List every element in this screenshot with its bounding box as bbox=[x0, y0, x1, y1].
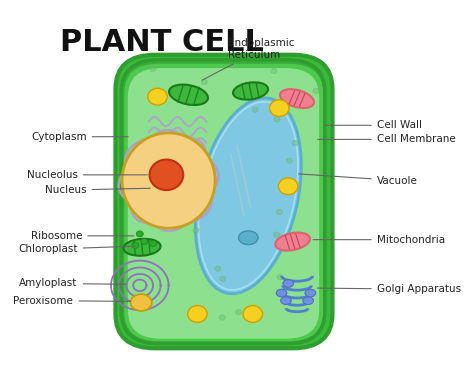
Ellipse shape bbox=[278, 178, 298, 195]
Ellipse shape bbox=[123, 239, 161, 256]
Text: Endoplasmic
Reticulum: Endoplasmic Reticulum bbox=[202, 38, 295, 80]
Ellipse shape bbox=[275, 233, 310, 251]
Text: Vacuole: Vacuole bbox=[299, 174, 418, 185]
Ellipse shape bbox=[148, 88, 167, 105]
Ellipse shape bbox=[149, 160, 183, 190]
Ellipse shape bbox=[281, 297, 292, 305]
Ellipse shape bbox=[233, 82, 268, 100]
FancyBboxPatch shape bbox=[128, 68, 319, 339]
Ellipse shape bbox=[215, 266, 221, 271]
Ellipse shape bbox=[274, 117, 280, 122]
Text: Golgi Apparatus: Golgi Apparatus bbox=[318, 284, 461, 294]
Ellipse shape bbox=[292, 141, 298, 146]
Ellipse shape bbox=[283, 280, 293, 287]
Text: Mitochondria: Mitochondria bbox=[313, 235, 445, 245]
Ellipse shape bbox=[219, 276, 226, 281]
Ellipse shape bbox=[130, 294, 152, 311]
FancyBboxPatch shape bbox=[123, 62, 325, 343]
Ellipse shape bbox=[273, 232, 280, 237]
Ellipse shape bbox=[122, 133, 215, 228]
Text: Chloroplast: Chloroplast bbox=[18, 244, 135, 254]
Ellipse shape bbox=[136, 231, 143, 237]
Ellipse shape bbox=[277, 275, 283, 280]
Ellipse shape bbox=[238, 231, 258, 245]
Text: Ribosome: Ribosome bbox=[31, 231, 134, 241]
Text: Nucleus: Nucleus bbox=[45, 185, 150, 195]
Ellipse shape bbox=[252, 107, 258, 113]
Text: Nucleolus: Nucleolus bbox=[27, 170, 147, 180]
Ellipse shape bbox=[169, 84, 208, 105]
Ellipse shape bbox=[276, 209, 283, 215]
Ellipse shape bbox=[305, 289, 316, 297]
Ellipse shape bbox=[193, 228, 199, 233]
Ellipse shape bbox=[161, 144, 167, 150]
Ellipse shape bbox=[132, 242, 139, 248]
Ellipse shape bbox=[150, 66, 156, 71]
Text: Cell Wall: Cell Wall bbox=[324, 120, 422, 130]
Ellipse shape bbox=[303, 297, 313, 305]
Ellipse shape bbox=[276, 289, 287, 297]
Text: Cytoplasm: Cytoplasm bbox=[31, 132, 128, 142]
Ellipse shape bbox=[156, 206, 162, 212]
Ellipse shape bbox=[280, 89, 314, 108]
Ellipse shape bbox=[195, 98, 301, 294]
Ellipse shape bbox=[270, 100, 289, 116]
Ellipse shape bbox=[149, 240, 156, 247]
Ellipse shape bbox=[219, 315, 225, 320]
Ellipse shape bbox=[188, 306, 207, 323]
Text: Amyloplast: Amyloplast bbox=[19, 278, 126, 288]
Ellipse shape bbox=[271, 68, 277, 74]
Ellipse shape bbox=[141, 238, 148, 245]
Ellipse shape bbox=[236, 310, 242, 315]
Text: Cell Membrane: Cell Membrane bbox=[318, 134, 456, 144]
Ellipse shape bbox=[286, 158, 292, 163]
Text: Peroxisome: Peroxisome bbox=[13, 296, 130, 306]
Ellipse shape bbox=[243, 306, 263, 323]
FancyBboxPatch shape bbox=[116, 55, 332, 348]
Text: PLANT CELL: PLANT CELL bbox=[60, 28, 264, 57]
Ellipse shape bbox=[313, 88, 319, 94]
Ellipse shape bbox=[201, 79, 208, 84]
